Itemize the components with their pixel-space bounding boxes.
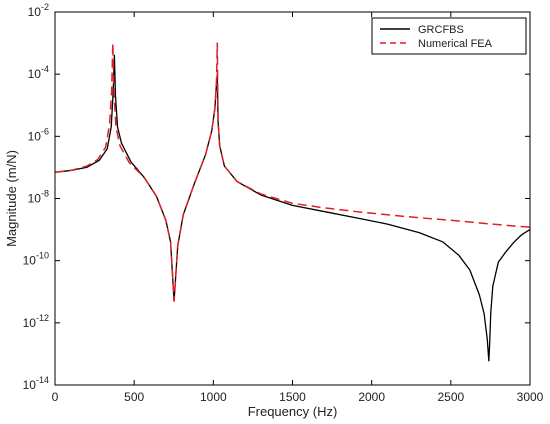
series-line-0 (54, 54, 531, 362)
y-tick-label: 10-8 (28, 189, 49, 206)
y-tick-label: 10-2 (28, 2, 49, 19)
y-tick-label: 10-10 (23, 251, 49, 268)
axis-ticks: 0 500 1000 1500 2000 2500 3000 10-14 10-12 10-10 1… (23, 2, 544, 404)
x-tick-label: 2000 (358, 390, 385, 404)
y-axis-label: Magnitude (m/N) (4, 150, 19, 247)
x-tick-label: 500 (124, 390, 144, 404)
legend: GRCFBS Numerical FEA (371, 17, 527, 55)
legend-label: GRCFBS (418, 24, 464, 36)
x-tick-label: 1000 (200, 390, 227, 404)
y-tick-label: 10-6 (28, 126, 49, 143)
x-axis-label: Frequency (Hz) (248, 404, 338, 419)
plot-frame (54, 11, 531, 386)
y-tick-label: 10-14 (23, 375, 49, 392)
x-tick-label: 0 (52, 390, 59, 404)
series-line-1 (54, 42, 531, 302)
x-tick-label: 3000 (517, 390, 544, 404)
legend-label: Numerical FEA (418, 38, 493, 50)
legend-box (371, 17, 527, 55)
plot-lines (54, 42, 531, 362)
x-tick-label: 1500 (279, 390, 306, 404)
y-tick-label: 10-4 (28, 64, 49, 81)
x-tick-label: 2500 (437, 390, 464, 404)
y-tick-label: 10-12 (23, 313, 49, 330)
